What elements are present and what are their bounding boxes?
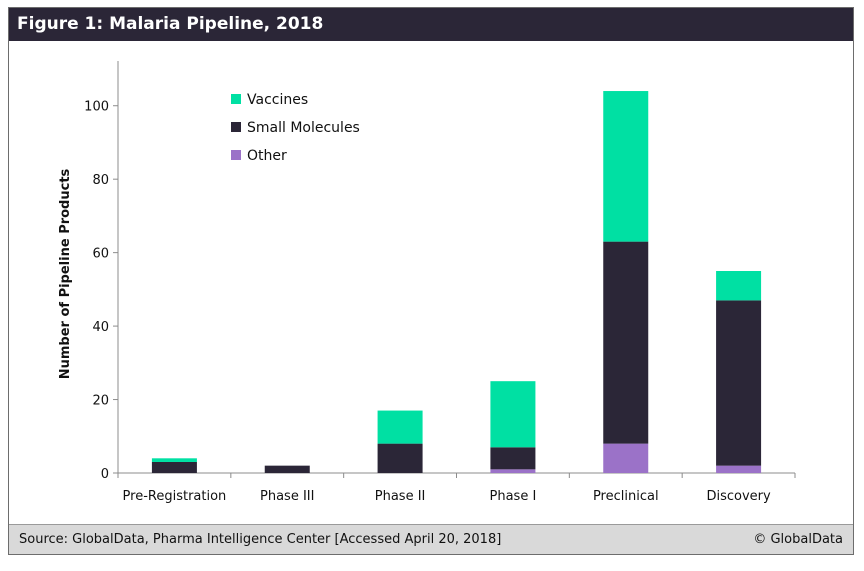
legend-swatch [231, 122, 241, 132]
y-axis: 0 20 40 60 80 100 [84, 61, 119, 482]
x-tick-label: Phase I [490, 489, 537, 504]
x-tick-label: Preclinical [593, 489, 659, 504]
bar-segment-small-molecules [490, 447, 536, 470]
y-tick-label: 0 [101, 467, 109, 482]
legend-swatch [231, 94, 241, 104]
x-tick-label: Phase III [260, 489, 314, 504]
legend-label: Small Molecules [247, 120, 360, 136]
bar-segment-other [603, 443, 649, 473]
y-tick-label: 40 [92, 320, 109, 335]
copyright-note: © GlobalData [753, 532, 843, 547]
bars [151, 91, 762, 473]
figure-frame: Figure 1: Malaria Pipeline, 2018 0 20 40 60… [8, 7, 854, 555]
bar-segment-vaccines [151, 458, 197, 462]
x-axis: Pre-Registration Phase III Phase II Phase I… [117, 472, 796, 504]
bar-segment-vaccines [490, 381, 536, 448]
bar-segment-other [490, 469, 536, 473]
legend-label: Vaccines [247, 92, 308, 108]
bar-segment-small-molecules [264, 465, 310, 473]
bar-segment-vaccines [603, 91, 649, 242]
y-tick-label: 60 [92, 247, 109, 262]
legend: Vaccines Small Molecules Other [231, 92, 360, 164]
y-tick-label: 80 [92, 173, 109, 188]
stacked-bar-chart: 0 20 40 60 80 100 Pre-Registration Phase III Ph… [58, 61, 796, 504]
bar-segment-small-molecules [377, 443, 423, 473]
legend-swatch [231, 150, 241, 160]
x-tick-label: Phase II [375, 489, 426, 504]
x-tick-label: Discovery [706, 489, 771, 504]
legend-label: Other [247, 148, 287, 164]
y-tick-label: 100 [84, 100, 109, 115]
source-note: Source: GlobalData, Pharma Intelligence … [19, 532, 502, 547]
bar-segment-small-molecules [603, 241, 649, 444]
y-axis-label: Number of Pipeline Products [58, 168, 73, 379]
bar-segment-other [716, 465, 762, 473]
bar-segment-vaccines [716, 271, 762, 301]
footer-bar: Source: GlobalData, Pharma Intelligence … [9, 524, 853, 554]
bar-segment-vaccines [377, 410, 423, 444]
bar-segment-small-molecules [151, 461, 197, 473]
x-tick-label: Pre-Registration [123, 489, 227, 504]
bar-segment-small-molecules [716, 300, 762, 466]
figure-title: Figure 1: Malaria Pipeline, 2018 [9, 8, 853, 41]
y-tick-label: 20 [92, 394, 109, 409]
